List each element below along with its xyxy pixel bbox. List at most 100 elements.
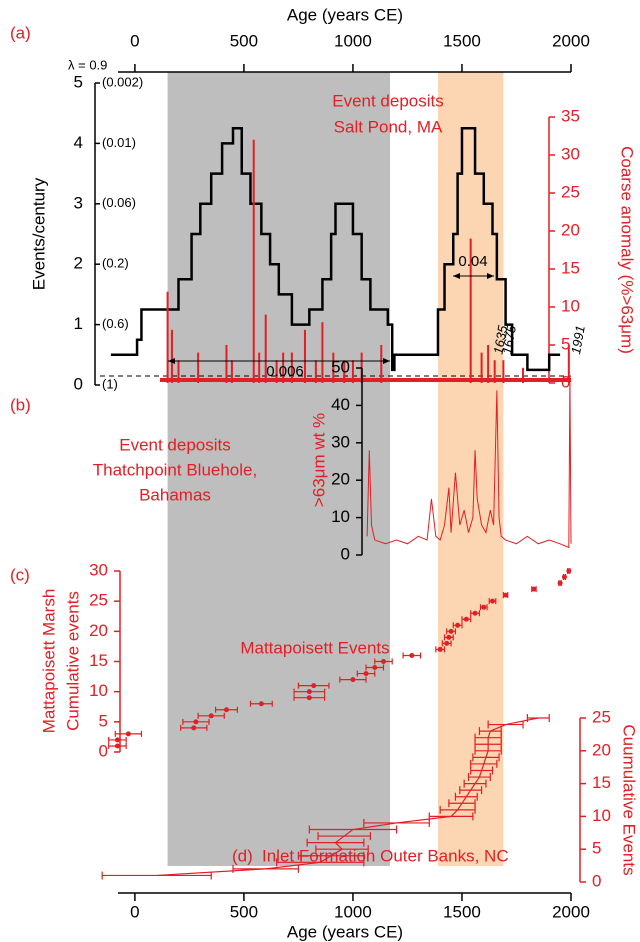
x-tick-label: 500 <box>230 31 258 50</box>
y-tick-label: 4 <box>74 133 83 152</box>
panel-title: Thatchpoint Bluehole, <box>93 460 257 479</box>
lambda-label: (0.01) <box>102 135 136 150</box>
shaded-span <box>437 72 504 866</box>
y-axis-title: Events/century <box>29 177 48 290</box>
x-tick-label: 2000 <box>552 902 590 921</box>
y-tick-label: 10 <box>89 681 108 700</box>
y-tick-label: 35 <box>561 106 580 125</box>
y-axis-title: Mattapoisett Marsh <box>39 589 58 734</box>
event-point <box>311 683 317 689</box>
y-tick-label: 15 <box>561 258 580 277</box>
panel-label: (b) <box>10 395 31 414</box>
error-bar <box>428 812 474 821</box>
event-point <box>114 737 120 743</box>
y-tick-label: 1 <box>74 314 83 333</box>
event-point <box>350 677 356 683</box>
panel-title: Bahamas <box>139 485 211 504</box>
error-bar <box>463 779 487 788</box>
error-bar <box>470 759 498 768</box>
y-axis-title: Cuumulative Events <box>620 724 639 875</box>
error-bar <box>459 786 483 795</box>
lambda-label: (0.06) <box>102 195 136 210</box>
y-tick-label: 10 <box>592 806 611 825</box>
event-point <box>503 592 509 598</box>
panel-label: (c) <box>10 565 30 584</box>
x-tick-label: 1500 <box>443 31 481 50</box>
y-tick-label: 30 <box>331 432 350 451</box>
panel-label: (d) <box>232 846 253 865</box>
annotation: 0.006 <box>266 363 304 380</box>
event-point <box>258 701 264 707</box>
event-point <box>409 652 415 658</box>
x-tick-label: 2000 <box>552 31 590 50</box>
error-bar <box>306 838 365 847</box>
y-tick-label: 50 <box>331 357 350 376</box>
error-bar <box>317 832 371 841</box>
error-bar <box>472 753 500 762</box>
lambda-label: (1) <box>102 376 118 391</box>
y-tick-label: 5 <box>561 334 570 353</box>
event-point <box>437 646 443 652</box>
event-point <box>193 719 199 725</box>
event-point <box>455 622 461 628</box>
event-point <box>125 731 131 737</box>
lambda-label: (0.002) <box>102 74 143 89</box>
panel-title: Event deposits <box>119 435 231 454</box>
y-axis-title: Cumulative events <box>63 591 82 731</box>
y-tick-label: 0 <box>592 871 601 890</box>
event-point <box>380 659 386 664</box>
y-tick-label: 5 <box>592 839 601 858</box>
event-point <box>191 725 197 731</box>
y-tick-label: 0 <box>99 741 108 760</box>
y-tick-label: 30 <box>561 144 580 163</box>
panel-title: Salt Pond, MA <box>334 117 443 136</box>
year-label: 1991 <box>568 324 588 355</box>
event-point <box>306 695 312 701</box>
event-point <box>363 671 369 677</box>
event-point <box>557 580 563 586</box>
y-tick-label: 20 <box>331 470 350 489</box>
y-tick-label: 0 <box>74 374 83 393</box>
year-label: 1675 <box>499 324 519 356</box>
event-point <box>448 628 454 634</box>
y-tick-label: 20 <box>89 621 108 640</box>
x-tick-label: 0 <box>130 31 139 50</box>
event-point <box>114 743 120 749</box>
x-tick-label: 0 <box>130 902 139 921</box>
y-tick-label: 30 <box>89 560 108 579</box>
event-point <box>208 713 214 719</box>
y-tick-label: 25 <box>561 182 580 201</box>
y-tick-label: 5 <box>74 72 83 91</box>
y-axis-title: >63μm wt % <box>309 413 328 507</box>
event-point <box>372 665 378 671</box>
error-bar <box>315 845 369 854</box>
event-point <box>566 568 572 574</box>
panel-title: Inlet Formation Outer Banks, NC <box>262 846 509 865</box>
error-bar <box>297 851 365 860</box>
x-axis-title: Age (years CE) <box>287 5 403 24</box>
y-tick-label: 0 <box>341 544 350 563</box>
y-tick-label: 25 <box>592 707 611 726</box>
event-rate-line <box>110 127 561 372</box>
x-tick-label: 1000 <box>334 902 372 921</box>
deposit-line <box>366 375 572 549</box>
error-bar <box>232 864 300 873</box>
panel-title: Event deposits <box>332 91 444 110</box>
y2-axis-title: Coarse anomaly (%>63μm) <box>618 146 637 354</box>
error-bar <box>448 799 476 808</box>
y-tick-label: 15 <box>89 651 108 670</box>
year-label: 1635 <box>490 324 510 356</box>
y-tick-label: 20 <box>592 740 611 759</box>
x-axis-title: Age (years CE) <box>287 922 403 941</box>
panel-label: (a) <box>10 23 31 42</box>
lambda-label: (0.6) <box>102 316 129 331</box>
y-tick-label: 3 <box>74 193 83 212</box>
event-point <box>306 689 312 695</box>
annotation: 0.04 <box>458 253 487 270</box>
error-bar <box>478 727 502 736</box>
error-bar <box>454 792 478 801</box>
event-point <box>446 634 452 640</box>
event-point <box>531 586 537 592</box>
error-bar <box>308 825 398 834</box>
error-bar <box>487 720 524 729</box>
